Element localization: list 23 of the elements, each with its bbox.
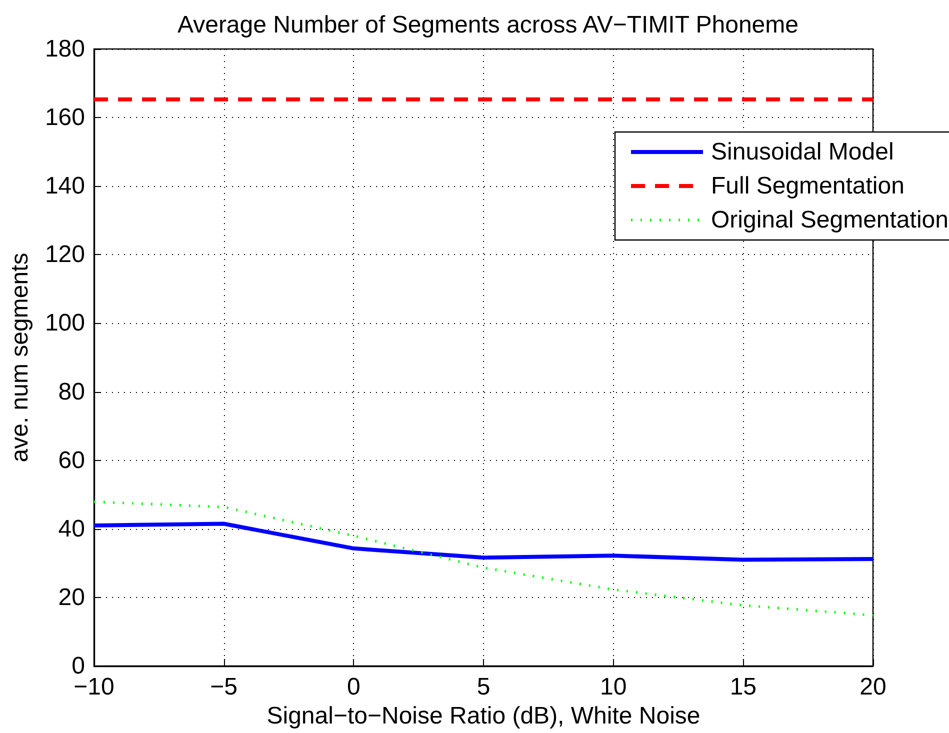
x-tick-label: 15 <box>730 674 757 700</box>
x-tick-label: 0 <box>346 674 360 700</box>
y-tick-label: 100 <box>44 310 85 337</box>
y-axis-title: ave. num segments <box>6 252 34 462</box>
x-axis-title: Signal−to−Noise Ratio (dB), White Noise <box>266 702 700 730</box>
y-tick-label: 160 <box>44 104 85 132</box>
x-tick-label: 20 <box>860 674 886 700</box>
line-series <box>92 500 874 617</box>
x-tick-label: −5 <box>210 674 238 700</box>
x-tick-label: 10 <box>600 674 627 700</box>
y-tick-label: 140 <box>44 172 85 200</box>
y-tick-label: 20 <box>58 584 85 611</box>
y-tick-label: 180 <box>44 36 85 62</box>
legend-label: Full Segmentation <box>711 172 904 200</box>
chart-title: Average Number of Segments across AV−TIMIT Phoneme <box>178 12 798 38</box>
legend-label: Original Segmentation <box>711 206 948 234</box>
legend-label: Sinusoidal Model <box>711 138 894 166</box>
x-tick-label: 5 <box>476 674 490 700</box>
y-tick-label: 120 <box>44 241 85 268</box>
y-tick-label: 40 <box>58 515 85 542</box>
y-tick-label: 80 <box>58 378 85 406</box>
y-tick-label: 60 <box>58 446 85 474</box>
line-series <box>92 522 875 562</box>
